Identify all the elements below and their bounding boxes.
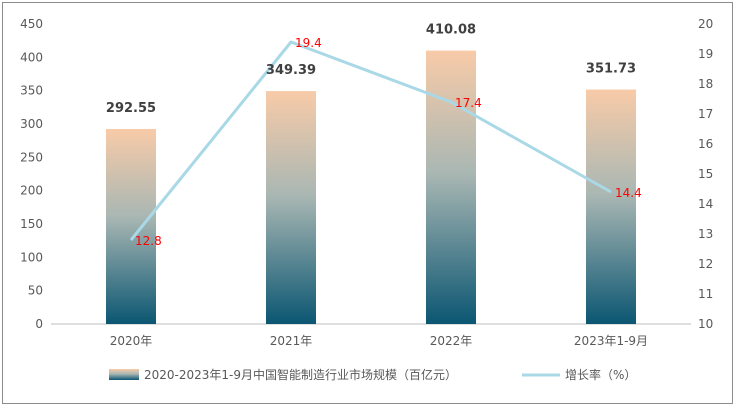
bar-value-label: 410.08 — [426, 23, 476, 38]
bar — [106, 128, 156, 324]
right-tick-label: 20 — [698, 17, 713, 31]
left-tick-label: 150 — [20, 217, 43, 231]
legend-line-label: 增长率（%） — [565, 367, 636, 382]
bar-value-label: 292.55 — [106, 101, 156, 116]
bar — [266, 91, 316, 324]
bar-data-labels: 292.55 349.39 410.08 351.73 — [106, 23, 636, 116]
right-tick-label: 12 — [698, 257, 713, 271]
category-label: 2023年1-9月 — [574, 334, 648, 348]
bar-value-label: 351.73 — [586, 62, 636, 77]
line-value-label: 19.4 — [295, 36, 322, 50]
bar-value-label: 349.39 — [266, 63, 316, 78]
left-tick-label: 50 — [28, 284, 43, 298]
bar-series — [106, 50, 636, 324]
right-tick-label: 17 — [698, 107, 713, 121]
bar — [586, 89, 636, 324]
left-tick-label: 450 — [20, 17, 43, 31]
left-tick-label: 100 — [20, 250, 43, 264]
right-tick-label: 11 — [698, 287, 713, 301]
right-tick-label: 14 — [698, 197, 713, 211]
line-value-label: 12.8 — [135, 234, 162, 248]
category-axis-labels: 2020年 2021年 2022年 2023年1-9月 — [110, 334, 648, 348]
category-label: 2020年 — [110, 334, 153, 348]
left-tick-label: 350 — [20, 84, 43, 98]
right-tick-label: 19 — [698, 47, 713, 61]
right-tick-label: 15 — [698, 167, 713, 181]
legend-bar-swatch — [109, 369, 139, 380]
right-tick-label: 16 — [698, 137, 713, 151]
left-tick-label: 250 — [20, 150, 43, 164]
left-axis: 0 50 100 150 200 250 300 350 400 450 — [20, 17, 43, 331]
bar — [426, 50, 476, 324]
legend-bar-label: 2020-2023年1-9月中国智能制造行业市场规模（百亿元） — [144, 367, 457, 382]
line-value-label: 14.4 — [615, 186, 642, 200]
growth-line — [129, 40, 612, 241]
right-tick-label: 13 — [698, 227, 713, 241]
category-label: 2022年 — [430, 334, 473, 348]
right-axis: 10 11 12 13 14 15 16 17 18 19 20 — [698, 17, 713, 331]
line-data-labels: 12.8 19.4 17.4 14.4 — [135, 36, 642, 248]
chart-frame: 0 50 100 150 200 250 300 350 400 450 10 11 12 13 14 15… — [2, 2, 733, 404]
combo-chart: 0 50 100 150 200 250 300 350 400 450 10 11 12 13 14 15… — [20, 17, 713, 382]
left-tick-label: 400 — [20, 50, 43, 64]
right-tick-label: 10 — [698, 317, 713, 331]
growth-line-series — [129, 40, 612, 241]
left-tick-label: 200 — [20, 184, 43, 198]
left-tick-label: 300 — [20, 117, 43, 131]
left-tick-label: 0 — [35, 317, 43, 331]
category-label: 2021年 — [270, 334, 313, 348]
line-value-label: 17.4 — [455, 96, 482, 110]
right-tick-label: 18 — [698, 77, 713, 91]
legend: 2020-2023年1-9月中国智能制造行业市场规模（百亿元） 增长率（%） — [109, 367, 636, 382]
